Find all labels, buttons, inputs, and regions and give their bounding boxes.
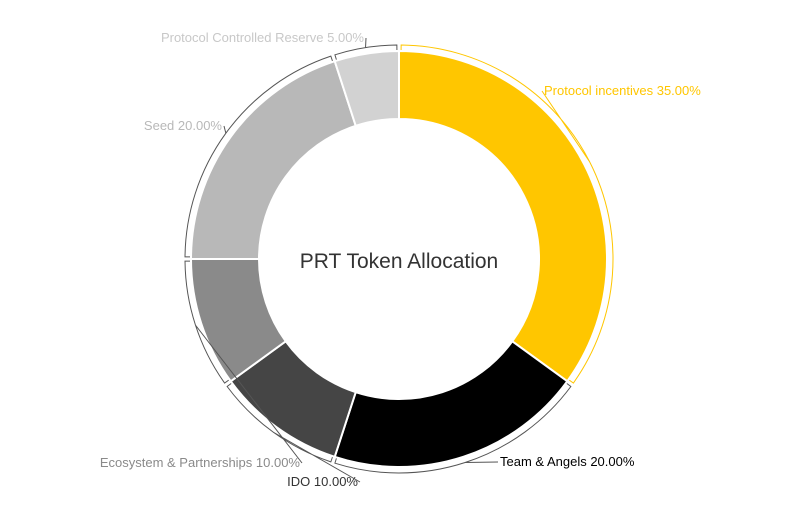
connector-1 (334, 383, 572, 474)
slice-label-0: Protocol incentives 35.00% (544, 83, 701, 98)
slice-labels: Protocol incentives 35.00% Team & Angels … (100, 30, 701, 489)
slice-label-4: Seed 20.00% (144, 118, 223, 133)
slice-label-2: IDO 10.00% (287, 474, 358, 489)
donut-slices (189, 49, 608, 468)
label-connectors (184, 37, 614, 483)
connector-3 (184, 260, 303, 464)
connector-2 (226, 383, 361, 483)
slice-label-3: Ecosystem & Partnerships 10.00% (100, 455, 301, 470)
slice-label-5: Protocol Controlled Reserve 5.00% (161, 30, 364, 45)
slice-5 (333, 49, 400, 128)
slice-0 (398, 49, 608, 383)
connector-5 (334, 37, 398, 60)
slice-label-1: Team & Angels 20.00% (500, 454, 635, 469)
connector-4 (184, 55, 333, 258)
slice-4 (189, 59, 357, 260)
slice-1 (333, 339, 569, 468)
chart-title: PRT Token Allocation (300, 250, 498, 273)
connector-0 (400, 44, 614, 384)
